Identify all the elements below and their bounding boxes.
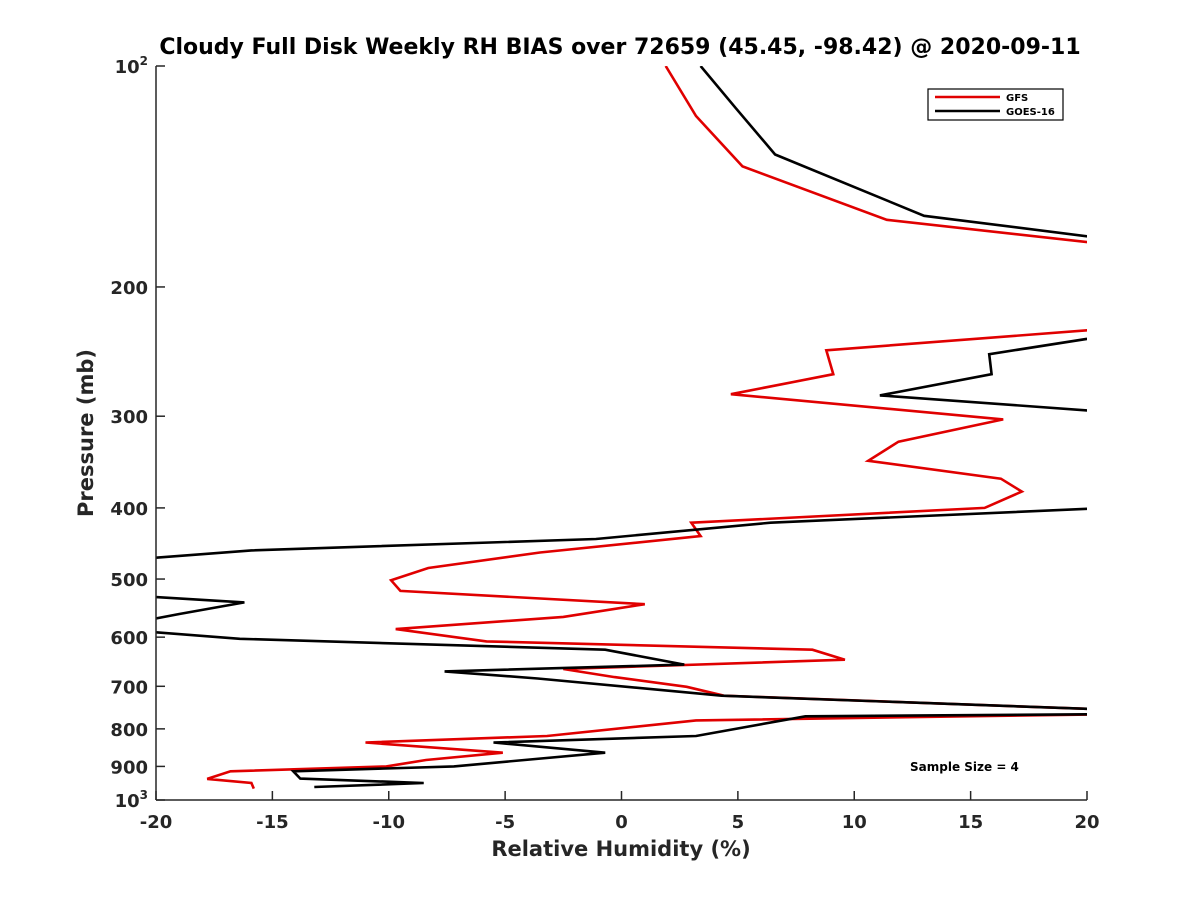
series-line-goes16 [156,66,1087,789]
y-axis-label: Pressure (mb) [74,349,98,517]
sample-size-annotation: Sample Size = 4 [910,760,1019,774]
legend-label-goes16: GOES-16 [1006,107,1055,118]
x-ticks: -20 -15 -10 -5 0 5 10 15 20 [140,791,1100,833]
x-tick-label: 15 [958,812,983,833]
x-tick-label: 5 [732,812,745,833]
x-tick-label: -10 [372,812,405,833]
axes-layer [155,66,1087,801]
x-tick-label: -20 [140,812,173,833]
x-tick-label: 20 [1074,812,1099,833]
y-ticks: 102 200 300 400 500 600 700 800 900 103 [110,54,165,812]
y-tick-label: 700 [110,677,148,698]
y-tick-label: 400 [110,499,148,520]
legend: GFS GOES-16 [927,88,1064,121]
y-tick-label: 900 [110,757,148,778]
x-tick-label: 10 [842,812,867,833]
y-tick-label: 200 [110,278,148,299]
x-axis-label: Relative Humidity (%) [491,837,750,861]
series-line-gfs [206,66,1087,790]
y-tick-label: 103 [115,788,148,812]
y-tick-label: 500 [110,570,148,591]
legend-label-gfs: GFS [1006,93,1028,104]
y-tick-label: 600 [110,628,148,649]
legend-box [927,88,1064,121]
chart-title: Cloudy Full Disk Weekly RH BIAS over 726… [159,35,1080,60]
series-layer [156,66,1087,790]
y-tick-label: 800 [110,720,148,741]
x-tick-label: -5 [495,812,515,833]
y-tick-label: 102 [115,54,148,78]
x-tick-label: -15 [256,812,289,833]
y-tick-label: 300 [110,407,148,428]
x-tick-label: 0 [615,812,628,833]
